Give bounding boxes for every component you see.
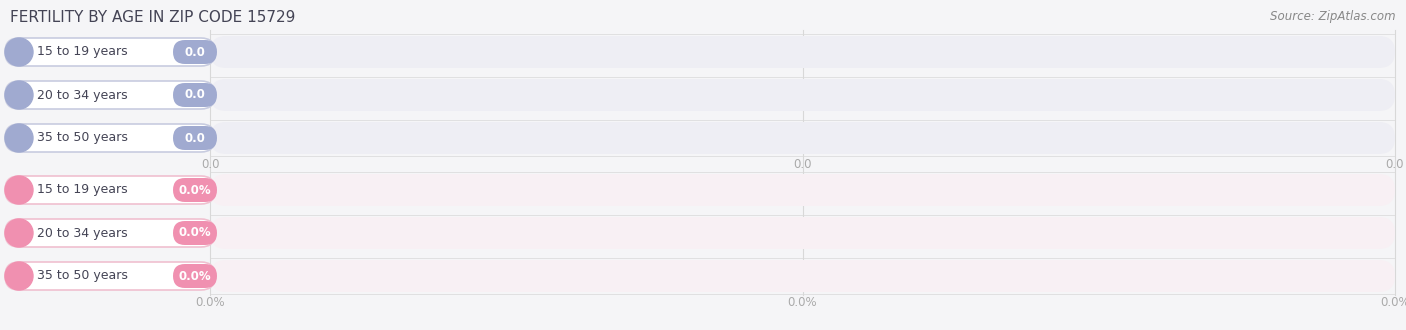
Circle shape [6,81,32,109]
Text: 0.0%: 0.0% [1381,296,1406,309]
Circle shape [6,176,32,204]
FancyBboxPatch shape [173,83,217,107]
Text: FERTILITY BY AGE IN ZIP CODE 15729: FERTILITY BY AGE IN ZIP CODE 15729 [10,10,295,25]
Text: 0.0%: 0.0% [179,270,211,282]
Text: 20 to 34 years: 20 to 34 years [37,226,128,240]
Text: 0.0: 0.0 [201,158,219,171]
FancyBboxPatch shape [209,79,1395,111]
FancyBboxPatch shape [173,264,217,288]
FancyBboxPatch shape [209,174,1395,206]
Text: 35 to 50 years: 35 to 50 years [37,131,128,145]
FancyBboxPatch shape [6,124,215,152]
Text: 0.0: 0.0 [184,46,205,58]
FancyBboxPatch shape [209,260,1395,292]
FancyBboxPatch shape [173,178,217,202]
Text: 0.0: 0.0 [184,88,205,102]
Text: 35 to 50 years: 35 to 50 years [37,270,128,282]
Text: 0.0: 0.0 [184,131,205,145]
Text: 0.0%: 0.0% [179,226,211,240]
Circle shape [6,262,32,290]
FancyBboxPatch shape [6,176,215,204]
Text: 15 to 19 years: 15 to 19 years [37,183,128,196]
Text: 15 to 19 years: 15 to 19 years [37,46,128,58]
Circle shape [6,38,32,66]
Text: 0.0: 0.0 [1386,158,1405,171]
Text: 20 to 34 years: 20 to 34 years [37,88,128,102]
Circle shape [6,124,32,152]
FancyBboxPatch shape [6,219,215,247]
Text: 0.0%: 0.0% [195,296,225,309]
FancyBboxPatch shape [209,122,1395,154]
FancyBboxPatch shape [209,217,1395,249]
FancyBboxPatch shape [173,221,217,245]
Text: 0.0%: 0.0% [787,296,817,309]
Text: 0.0: 0.0 [793,158,811,171]
FancyBboxPatch shape [209,36,1395,68]
FancyBboxPatch shape [173,126,217,150]
Circle shape [6,219,32,247]
FancyBboxPatch shape [6,262,215,290]
Text: Source: ZipAtlas.com: Source: ZipAtlas.com [1271,10,1396,23]
FancyBboxPatch shape [173,40,217,64]
Text: 0.0%: 0.0% [179,183,211,196]
FancyBboxPatch shape [6,38,215,66]
FancyBboxPatch shape [6,81,215,109]
